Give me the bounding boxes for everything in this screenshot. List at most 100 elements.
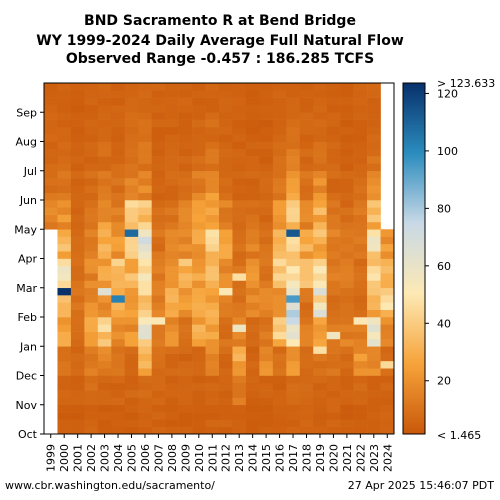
heat-cell [272,273,287,281]
heat-cell [57,178,72,186]
y-axis: Oct Nov Dec Jan Feb Mar Apr May Jun Jul Aug Sep [14,106,44,441]
heat-cell [380,302,395,310]
heat-cell [232,273,247,281]
heat-cell [232,404,247,413]
heat-cell [165,338,179,347]
heat-cell [178,141,193,150]
heat-cell [299,243,314,252]
heat-cell [138,236,152,245]
heat-cell [245,229,260,237]
heat-cell [70,265,85,274]
heat-cell [151,192,166,201]
heat-cell [84,273,99,281]
heat-cell [340,170,354,179]
heat-cell [151,404,166,413]
heat-cell [70,119,85,128]
year-column-2002 [84,83,99,435]
x-tick-label: 2007 [152,444,165,472]
heat-cell [111,243,126,252]
heat-cell [178,214,193,223]
heat-cell [192,112,206,120]
heat-cell [57,397,72,406]
heat-cell [138,331,152,340]
colorbar-tick-label: 20 [437,375,451,388]
heat-cell [272,390,287,398]
heat-cell [272,338,287,347]
heat-cell [245,346,260,354]
heat-cell [97,360,112,369]
heat-cell [232,134,247,142]
year-column-2003 [97,83,112,435]
heat-cell [259,170,274,179]
heat-cell [178,90,193,98]
heat-cell [192,141,206,150]
colorbar-max-label: > 123.633 [437,77,495,90]
heat-cell [151,178,166,186]
heat-cell [124,104,139,113]
heat-cell [326,207,341,215]
heat-cell [151,360,166,369]
heat-cell [245,258,260,267]
heat-cell [232,287,247,296]
heat-cell [138,346,152,354]
heat-cell [259,119,274,128]
heat-cell [192,214,206,223]
heat-cell [326,309,341,318]
heat-cell [245,397,260,406]
heat-cell [97,156,112,164]
heat-cell [259,287,274,296]
heat-cell [124,324,139,332]
heat-cell [165,104,179,113]
heat-cell [313,112,327,120]
heat-cell [178,273,193,281]
heat-cell [97,104,112,113]
heat-cell [70,97,85,106]
heat-cell [299,419,314,427]
heat-cell [299,148,314,157]
heat-cell [138,83,152,91]
heat-cell [111,295,126,303]
heat-cell [299,265,314,274]
heat-cell [97,346,112,354]
heat-cell [353,214,368,223]
heat-cell [70,360,85,369]
heat-cell [44,178,58,186]
heat-cell [219,295,233,303]
heat-cell [111,236,126,245]
heat-cell [340,258,354,267]
heat-cell [205,178,220,186]
heat-cell [367,390,381,398]
heat-cell [219,273,233,281]
heat-cell [138,324,152,332]
heat-cell [326,287,341,296]
heat-cell [326,141,341,150]
heat-cell [272,419,287,427]
heat-cell [286,207,301,215]
heat-cell [97,368,112,376]
heat-cell [138,229,152,237]
heat-cell [178,324,193,332]
heat-cell [259,156,274,164]
heat-cell [192,134,206,142]
heat-cell [178,317,193,325]
heat-cell [313,346,327,354]
heat-cell [70,331,85,340]
heat-cell [286,302,301,310]
heat-cell [205,221,220,230]
heat-cell [151,156,166,164]
heat-cell [165,214,179,223]
heat-cell [367,280,381,289]
heat-cell [84,214,99,223]
heat-cell [111,360,126,369]
heat-cell [326,156,341,164]
heat-cell [219,280,233,289]
heat-cell [205,287,220,296]
heat-cell [232,426,247,435]
heat-cell [286,156,301,164]
heat-cell [259,309,274,318]
heat-cell [232,207,247,215]
heat-cell [124,148,139,157]
heat-cell [165,302,179,310]
heat-cell [326,353,341,362]
heat-cell [272,236,287,245]
